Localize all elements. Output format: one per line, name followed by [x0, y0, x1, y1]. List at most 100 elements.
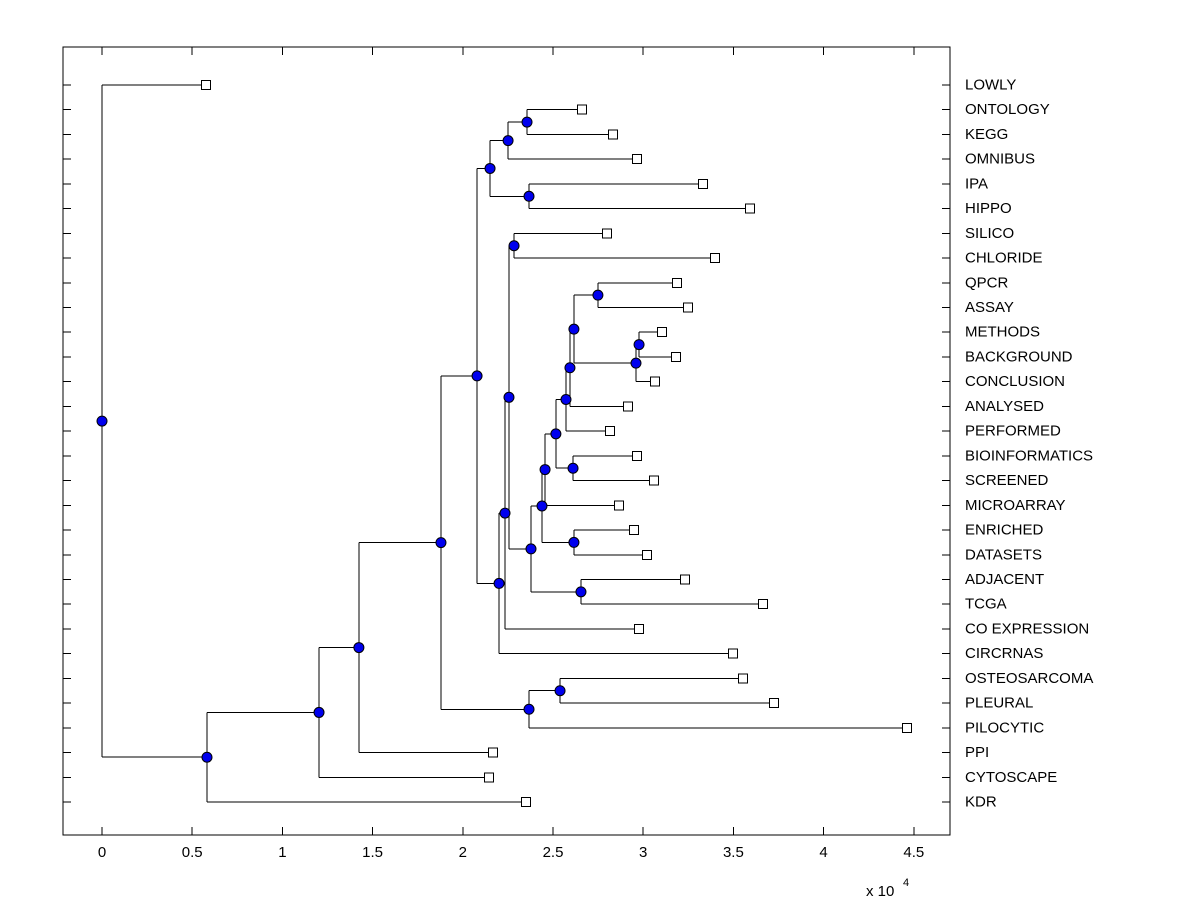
x-tick-label: 0 [98, 844, 106, 861]
node-marker-circle [592, 289, 604, 301]
leaf-marker-square [656, 327, 667, 338]
leaf-marker-square [605, 426, 616, 437]
leaf-label: ASSAY [965, 299, 1014, 316]
leaf-marker-square [608, 129, 619, 140]
x-tick-label: 4 [819, 844, 827, 861]
leaf-label: OSTEOSARCOMA [965, 670, 1093, 687]
node-marker-circle [536, 500, 548, 512]
node-marker-circle [484, 162, 496, 174]
node-marker-circle [521, 116, 533, 128]
leaf-label: METHODS [965, 324, 1040, 341]
leaf-marker-square [757, 599, 768, 610]
node-marker-circle [554, 685, 566, 697]
node-marker-circle [523, 703, 535, 715]
node-marker-circle [499, 507, 511, 519]
leaf-marker-square [682, 302, 693, 313]
leaf-label: ONTOLOGY [965, 101, 1050, 118]
leaf-marker-square [628, 525, 639, 536]
leaf-label: PPI [965, 744, 989, 761]
leaf-marker-square [728, 648, 739, 659]
leaf-label: KEGG [965, 126, 1008, 143]
leaf-label: ANALYSED [965, 398, 1044, 415]
leaf-label: ENRICHED [965, 522, 1044, 539]
x-tick-label: 1 [278, 844, 286, 861]
leaf-marker-square [902, 722, 913, 733]
leaf-marker-square [641, 549, 652, 560]
leaf-marker-square [709, 253, 720, 264]
node-marker-circle [568, 323, 580, 335]
node-marker-circle [502, 135, 514, 147]
leaf-label: CIRCRNAS [965, 645, 1043, 662]
x-tick-label: 2 [459, 844, 467, 861]
leaf-marker-square [649, 475, 660, 486]
leaf-label: CHLORIDE [965, 250, 1043, 267]
leaf-label: SCREENED [965, 472, 1049, 489]
x-tick-label: 4.5 [903, 844, 924, 861]
leaf-label: PLEURAL [965, 695, 1033, 712]
leaf-label: CO EXPRESSION [965, 620, 1089, 637]
leaf-label: QPCR [965, 274, 1009, 291]
leaf-marker-square [483, 772, 494, 783]
leaf-marker-square [768, 698, 779, 709]
node-marker-circle [633, 339, 645, 351]
node-marker-circle [523, 190, 535, 202]
leaf-marker-square [577, 104, 588, 115]
leaf-label: IPA [965, 175, 988, 192]
leaf-label: BACKGROUND [965, 348, 1073, 365]
axes-box [62, 46, 951, 836]
node-marker-circle [567, 462, 579, 474]
leaf-marker-square [520, 796, 531, 807]
node-marker-circle [508, 240, 520, 252]
node-marker-circle [313, 706, 325, 718]
node-marker-circle [96, 415, 108, 427]
leaf-label: OMNIBUS [965, 151, 1035, 168]
leaf-label: LOWLY [965, 77, 1016, 94]
leaf-label: TCGA [965, 596, 1007, 613]
node-marker-circle [435, 537, 447, 549]
leaf-label: KDR [965, 793, 997, 810]
node-marker-circle [568, 536, 580, 548]
leaf-marker-square [632, 450, 643, 461]
leaf-label: BIOINFORMATICS [965, 447, 1093, 464]
node-marker-circle [353, 642, 365, 654]
node-marker-circle [575, 586, 587, 598]
leaf-marker-square [671, 351, 682, 362]
leaf-marker-square [601, 228, 612, 239]
leaf-marker-square [744, 203, 755, 214]
node-marker-circle [503, 391, 515, 403]
node-marker-circle [560, 393, 572, 405]
node-marker-circle [550, 428, 562, 440]
axis-multiplier-exponent: 4 [903, 877, 909, 889]
node-marker-circle [471, 370, 483, 382]
x-tick-label: 3 [639, 844, 647, 861]
leaf-marker-square [623, 401, 634, 412]
leaf-marker-square [649, 376, 660, 387]
axis-multiplier-base: x 10 [866, 883, 894, 900]
leaf-marker-square [697, 178, 708, 189]
x-tick-label: 2.5 [543, 844, 564, 861]
leaf-marker-square [201, 80, 212, 90]
leaf-label: SILICO [965, 225, 1014, 242]
node-marker-circle [525, 543, 537, 555]
x-tick-label: 3.5 [723, 844, 744, 861]
leaf-marker-square [614, 500, 625, 511]
leaf-marker-square [737, 673, 748, 684]
leaf-label: MICROARRAY [965, 497, 1066, 514]
leaf-marker-square [488, 747, 499, 758]
leaf-marker-square [634, 623, 645, 634]
node-marker-circle [539, 464, 551, 476]
leaf-label: PILOCYTIC [965, 719, 1044, 736]
node-marker-circle [493, 577, 505, 589]
leaf-marker-square [632, 154, 643, 165]
leaf-label: ADJACENT [965, 571, 1044, 588]
node-marker-circle [630, 357, 642, 369]
x-tick-label: 1.5 [362, 844, 383, 861]
leaf-label: CYTOSCAPE [965, 769, 1057, 786]
node-marker-circle [201, 751, 213, 763]
leaf-label: HIPPO [965, 200, 1012, 217]
leaf-label: DATASETS [965, 546, 1042, 563]
node-marker-circle [564, 362, 576, 374]
leaf-label: PERFORMED [965, 423, 1061, 440]
leaf-marker-square [680, 574, 691, 585]
